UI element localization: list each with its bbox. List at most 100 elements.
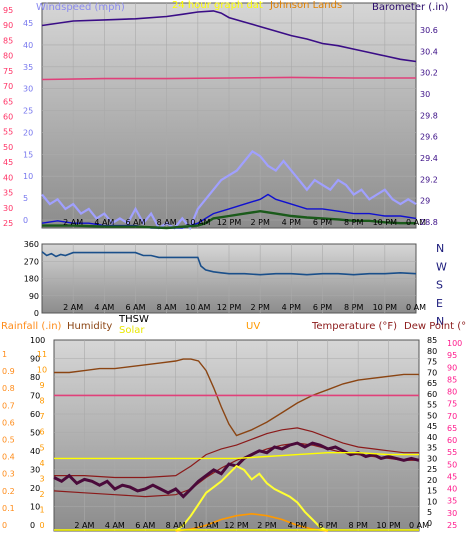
humidity-axis-title: Humidity: [67, 321, 112, 332]
temperature-tick-label: 80: [427, 347, 437, 356]
humidity-tick-label: 100: [30, 336, 45, 345]
solar-label: Solar: [119, 325, 145, 336]
temperature-tick-label: 85: [427, 336, 437, 345]
compass-label: W: [436, 260, 447, 273]
windspeed-tick-label: 40: [3, 173, 13, 182]
rainfall-tick-label: 0.5: [2, 436, 15, 445]
x-tick-label: 4 PM: [288, 521, 307, 530]
windspeed2-tick-label: 15: [23, 150, 33, 159]
uv-tick-label: 3: [39, 474, 44, 483]
dew-point-tick-label: 45: [447, 472, 457, 481]
uv-tick-label: 0: [39, 521, 44, 530]
barometer-tick-label: 29.6: [420, 133, 438, 142]
windspeed-tick-label: 75: [3, 67, 13, 76]
x-tick-label: 0 AM: [406, 218, 426, 227]
humidity-tick-label: 80: [30, 373, 40, 382]
barometer-tick-label: 29.4: [420, 154, 438, 163]
rainfall-tick-label: 0.1: [2, 504, 15, 513]
station-name: Johnson Lands: [269, 0, 342, 11]
humidity-tick-label: 60: [30, 410, 40, 419]
barometer-tick-label: 30.2: [420, 69, 438, 78]
x-tick-label: 6 AM: [125, 218, 145, 227]
windspeed-tick-label: 65: [3, 97, 13, 106]
temperature-tick-label: 25: [427, 465, 437, 474]
rainfall-tick-label: 0.9: [2, 367, 15, 376]
x-tick-label: 8 PM: [348, 521, 367, 530]
windspeed2-tick-label: 45: [23, 19, 33, 28]
dew-point-tick-label: 70: [447, 412, 457, 421]
x-tick-label: 8 AM: [157, 303, 177, 312]
humidity-line: [54, 358, 419, 437]
temperature-tick-label: 50: [427, 411, 437, 420]
temperature-tick-label: 65: [427, 379, 437, 388]
x-tick-label: 12 PM: [224, 521, 249, 530]
dew-point-tick-label: 75: [447, 400, 457, 409]
uv-axis-title: UV: [246, 321, 260, 332]
barometer-tick-label: 28.8: [420, 218, 438, 227]
x-tick-label: 10 AM: [185, 303, 210, 312]
direction-tick-label: 270: [24, 257, 39, 266]
axis-layer: 2 AM 4 AM 6 AM 8 AM 10 AM 12 PM 2 PM 4 PM 6 PM 8 …: [2, 6, 462, 530]
uv-tick-label: 10: [37, 366, 47, 375]
x-tick-label: 4 PM: [282, 218, 301, 227]
dew-point-tick-label: 60: [447, 436, 457, 445]
temperature-tick-label: 40: [427, 433, 437, 442]
x-tick-label: 2 PM: [257, 521, 276, 530]
dew-point-axis-title: Dew Point (°F): [404, 321, 466, 332]
windspeed-tick-label: 90: [3, 21, 13, 30]
dew-point-tick-label: 80: [447, 388, 457, 397]
windspeed-tick-label: 95: [3, 6, 13, 15]
windspeed-tick-label: 85: [3, 36, 13, 45]
windspeed2-tick-label: 40: [23, 41, 33, 50]
dew-point-tick-label: 30: [447, 509, 457, 518]
x-tick-label: 4 PM: [282, 303, 301, 312]
uv-tick-label: 11: [37, 350, 47, 359]
humidity-tick-label: 70: [30, 392, 40, 401]
temperature-high-line: [54, 427, 419, 479]
uv-tick-label: 4: [39, 459, 44, 468]
temperature-tick-label: 35: [427, 444, 437, 453]
x-tick-label: 12 PM: [217, 218, 242, 227]
rainfall-tick-label: 1: [2, 350, 7, 359]
direction-tick-label: 360: [24, 240, 39, 249]
x-tick-label: 6 PM: [313, 303, 332, 312]
direction-tick-label: 180: [24, 275, 39, 284]
dew-point-tick-label: 85: [447, 375, 457, 384]
temperature-tick-label: 30: [427, 454, 437, 463]
barometer-axis-title: Barometer (.in): [372, 2, 448, 13]
x-tick-label: 10 AM: [185, 218, 210, 227]
windspeed2-tick-label: 30: [23, 85, 33, 94]
windspeed-tick-label: 30: [3, 204, 13, 213]
uv-tick-label: 2: [39, 490, 44, 499]
uv-tick-label: 6: [39, 428, 44, 437]
dew-point-tick-label: 40: [447, 485, 457, 494]
x-tick-label: 12 PM: [217, 303, 242, 312]
x-tick-label: 2 AM: [63, 303, 83, 312]
compass-label: N: [436, 315, 444, 328]
direction-tick-label: 90: [29, 292, 39, 301]
x-tick-label: 0 AM: [406, 303, 426, 312]
temperature-tick-label: 75: [427, 358, 437, 367]
x-tick-label: 4 AM: [94, 303, 114, 312]
x-tick-label: 10 PM: [373, 218, 398, 227]
x-tick-label: 2 PM: [250, 218, 269, 227]
x-tick-label: 8 PM: [344, 218, 363, 227]
barometer-tick-label: 29.8: [420, 111, 438, 120]
x-tick-label: 4 AM: [94, 218, 114, 227]
rainfall-tick-label: 0.8: [2, 384, 15, 393]
windspeed-tick-label: 55: [3, 128, 13, 137]
barometer-tick-label: 29: [420, 197, 430, 206]
rainfall-tick-label: 0.3: [2, 470, 15, 479]
windspeed2-tick-label: 10: [23, 172, 33, 181]
temperature-tick-label: 10: [427, 497, 437, 506]
barometer-tick-label: 29.2: [420, 175, 438, 184]
x-tick-label: 2 AM: [63, 218, 83, 227]
thsw-line: [54, 452, 419, 460]
dew-point-tick-label: 50: [447, 460, 457, 469]
windspeed-tick-label: 80: [3, 52, 13, 61]
temperature-tick-label: 55: [427, 401, 437, 410]
windspeed2-tick-label: 35: [23, 63, 33, 72]
barometer-line: [41, 10, 417, 63]
uv-tick-label: 9: [39, 381, 44, 390]
